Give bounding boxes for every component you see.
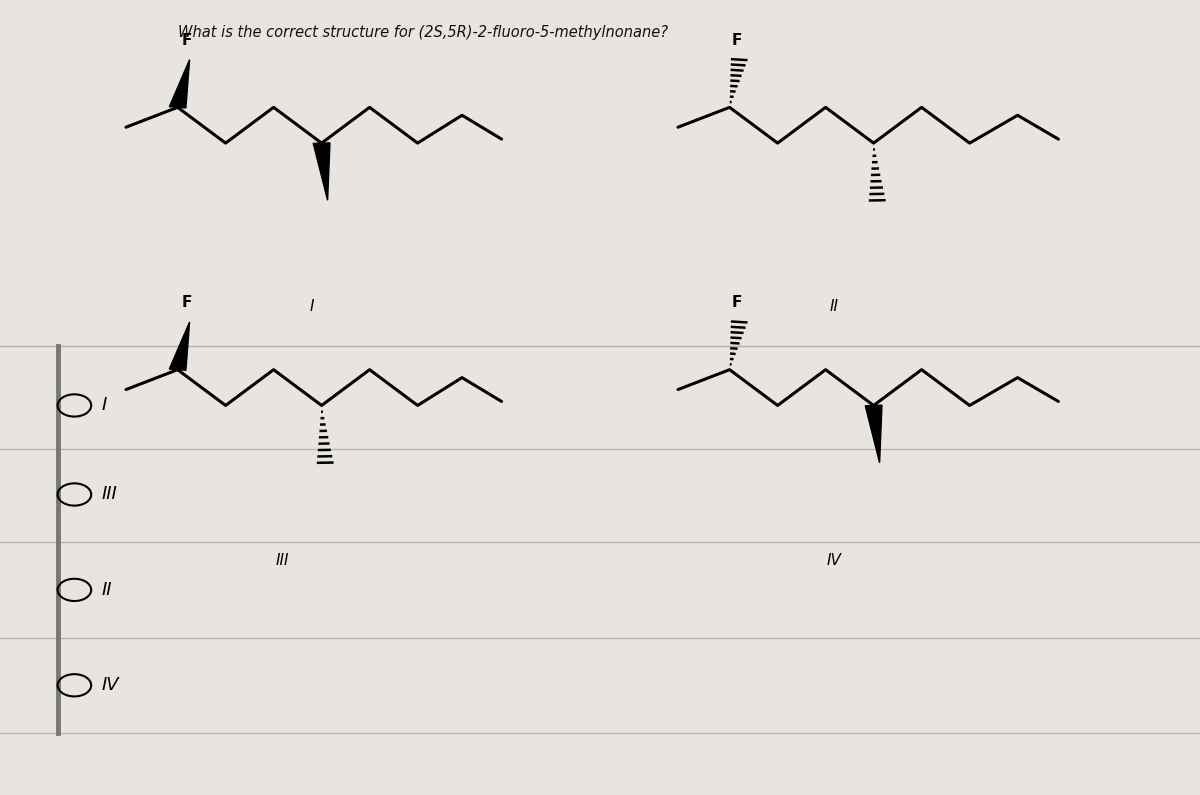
Text: I: I xyxy=(310,299,314,313)
Text: II: II xyxy=(829,299,839,313)
Text: III: III xyxy=(102,486,118,503)
Text: IV: IV xyxy=(827,553,841,568)
Text: I: I xyxy=(102,397,107,414)
Text: F: F xyxy=(732,33,742,48)
Text: F: F xyxy=(732,295,742,310)
Polygon shape xyxy=(169,322,190,370)
Polygon shape xyxy=(169,60,190,108)
Polygon shape xyxy=(313,143,330,200)
Text: What is the correct structure for (2S,5R)-2-fluoro-5-methylnonane?: What is the correct structure for (2S,5R… xyxy=(178,25,667,41)
Text: F: F xyxy=(182,295,192,310)
Text: III: III xyxy=(275,553,289,568)
Text: F: F xyxy=(182,33,192,48)
Text: II: II xyxy=(102,581,113,599)
Polygon shape xyxy=(865,405,882,463)
Text: IV: IV xyxy=(102,677,120,694)
